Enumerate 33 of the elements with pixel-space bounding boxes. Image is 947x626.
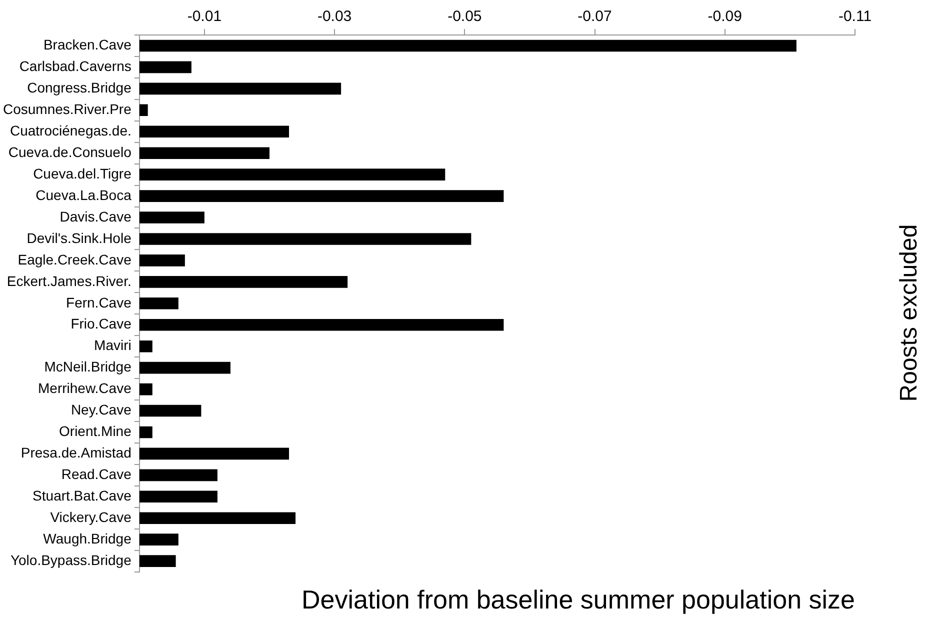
x-tick-label: -0.09	[708, 8, 742, 26]
y-tick-label: Devil's.Sink.Hole	[26, 230, 132, 246]
y-tick-label: Waugh.Bridge	[43, 530, 132, 546]
y-axis-title: Roosts excluded	[896, 224, 924, 402]
x-tick-label: -0.01	[187, 8, 222, 26]
y-tick-label: Eckert.James.River.	[6, 272, 132, 289]
y-tick-label: Carlsbad.Caverns	[19, 58, 132, 74]
y-tick-label: Fern.Cave	[66, 294, 132, 310]
y-tick-label: Cosumnes.River.Pre	[2, 101, 132, 118]
y-tick-label: Cueva.La.Boca	[36, 186, 132, 203]
x-tick-label: -0.11	[838, 8, 872, 26]
y-tick-label: Orient.Mine	[59, 423, 132, 440]
x-tick-label: -0.03	[317, 8, 352, 26]
x-tick-label: -0.07	[578, 8, 612, 26]
x-tick-label: -0.05	[448, 8, 482, 26]
x-axis-title: Deviation from baseline summer population size	[302, 584, 855, 615]
y-tick-label: Read.Cave	[61, 466, 132, 482]
y-tick-label: Merrihew.Cave	[38, 380, 132, 396]
y-tick-label: Presa.de.Amistad	[20, 444, 132, 461]
y-tick-label: Vickery.Cave	[50, 508, 132, 525]
y-tick-label: Cueva.de.Consuelo	[8, 144, 132, 160]
y-tick-label: Cueva.del.Tigre	[33, 165, 132, 182]
y-tick-label: Bracken.Cave	[43, 36, 132, 53]
y-tick-label: Eagle.Creek.Cave	[18, 251, 132, 268]
y-tick-label: Ney.Cave	[70, 402, 132, 418]
y-tick-label: Cuatrociénegas.de.	[10, 122, 132, 138]
y-tick-label: Maviri	[94, 337, 132, 354]
y-tick-label: Frio.Cave	[70, 316, 132, 332]
y-tick-label: Stuart.Bat.Cave	[32, 488, 132, 504]
y-tick-label: Davis.Cave	[60, 208, 132, 224]
y-tick-label: Yolo.Bypass.Bridge	[10, 552, 132, 568]
y-tick-label: McNeil.Bridge	[44, 358, 132, 375]
y-tick-label: Congress.Bridge	[27, 80, 132, 96]
